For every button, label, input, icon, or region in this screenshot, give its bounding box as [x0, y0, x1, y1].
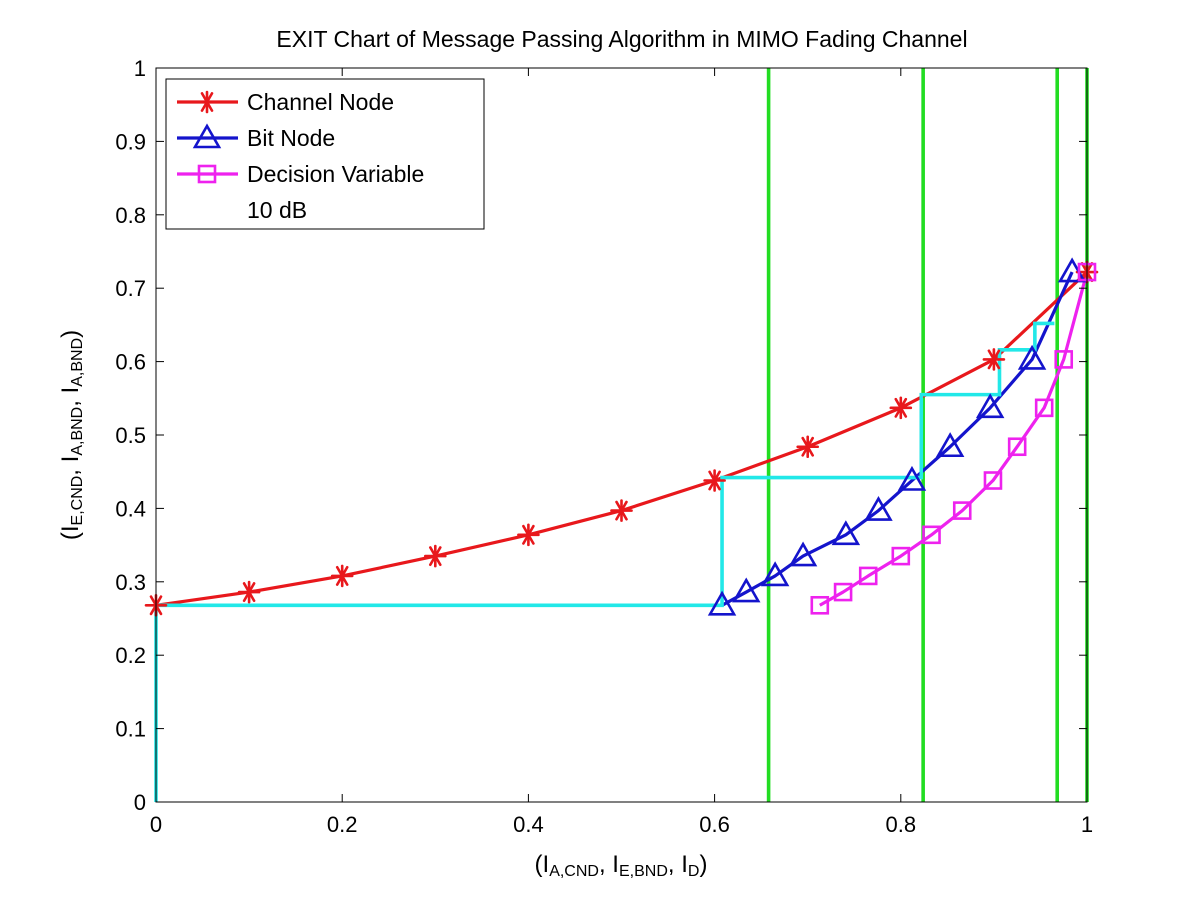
y-axis: 0 0.1 0.2 0.3 0.4 0.5 0.6 0.7 0.8 0.9 1 [115, 56, 1087, 815]
series-0-point-1 [237, 580, 261, 604]
legend-label-3: 10 dB [247, 197, 307, 223]
legend: Channel Node Bit Node Decision Variable 10 … [165, 78, 485, 230]
y-tick-label-0: 0 [134, 790, 146, 815]
series-2-point-7 [1007, 437, 1027, 457]
y-tick-label-6: 0.6 [115, 350, 146, 375]
x-tick-label-1: 0.2 [327, 812, 358, 837]
legend-marker-0 [195, 90, 219, 114]
series-1-point-4 [831, 520, 861, 546]
series-2-point-2 [858, 566, 878, 586]
y-tick-label-1: 0.1 [115, 717, 146, 742]
x-axis: 0 0.2 0.4 0.6 0.8 1 [150, 68, 1093, 837]
series-2-point-1 [833, 582, 853, 602]
series-1-point-7 [935, 432, 965, 458]
x-tick-label-2: 0.4 [513, 812, 544, 837]
series-1-point-5 [864, 495, 893, 521]
series-1-point-1 [732, 577, 761, 603]
series-0-point-7 [796, 435, 820, 459]
series-1-point-8 [975, 393, 1005, 419]
series-0-point-6 [703, 469, 726, 492]
series-2-point-6 [983, 471, 1003, 490]
series-2-point-9 [1054, 350, 1074, 369]
legend-label-2: Decision Variable [247, 161, 424, 187]
legend-marker-1 [192, 123, 222, 149]
series-2-point-4 [922, 525, 941, 545]
series-2-point-5 [952, 501, 972, 520]
series-0-point-9 [982, 348, 1006, 371]
series-1-point-9 [1017, 344, 1047, 370]
legend-label-1: Bit Node [247, 125, 335, 151]
legend-label-0: Channel Node [247, 89, 394, 115]
y-tick-label-9: 0.9 [115, 129, 146, 154]
series-2-point-0 [810, 595, 830, 615]
series-2-point-3 [891, 546, 911, 566]
decoding-trajectory [154, 321, 1055, 802]
x-tick-label-3: 0.6 [699, 812, 730, 837]
y-tick-label-8: 0.8 [115, 203, 146, 228]
legend-marker-2 [197, 164, 217, 184]
y-tick-label-4: 0.4 [115, 496, 146, 521]
x-tick-label-0: 0 [150, 812, 162, 837]
series-2-point-8 [1034, 398, 1054, 418]
series-0-point-3 [423, 544, 447, 568]
x-tick-label-5: 1 [1081, 812, 1093, 837]
y-tick-label-10: 1 [134, 56, 146, 81]
series-1-point-3 [788, 541, 818, 567]
y-tick-label-3: 0.3 [115, 570, 146, 595]
series-0-point-2 [330, 564, 354, 588]
y-tick-label-2: 0.2 [115, 643, 146, 668]
series-0-point-5 [610, 499, 633, 522]
series-1-point-0 [707, 590, 737, 616]
y-tick-label-7: 0.7 [115, 276, 146, 301]
series-0-point-4 [517, 523, 540, 547]
x-tick-label-4: 0.8 [886, 812, 917, 837]
y-axis-label: (IE,CND, IA,BND, IA,BND) [57, 330, 86, 540]
x-axis-label: (IA,CND, IE,BND, ID) [535, 851, 708, 880]
y-tick-label-5: 0.5 [115, 423, 146, 448]
legend-box [165, 78, 485, 230]
series-1-point-2 [760, 561, 790, 587]
chart-title: EXIT Chart of Message Passing Algorithm … [276, 26, 967, 52]
series-0-point-8 [889, 396, 913, 420]
series-1-point-6 [897, 465, 927, 491]
trajectory-line [154, 321, 1055, 802]
